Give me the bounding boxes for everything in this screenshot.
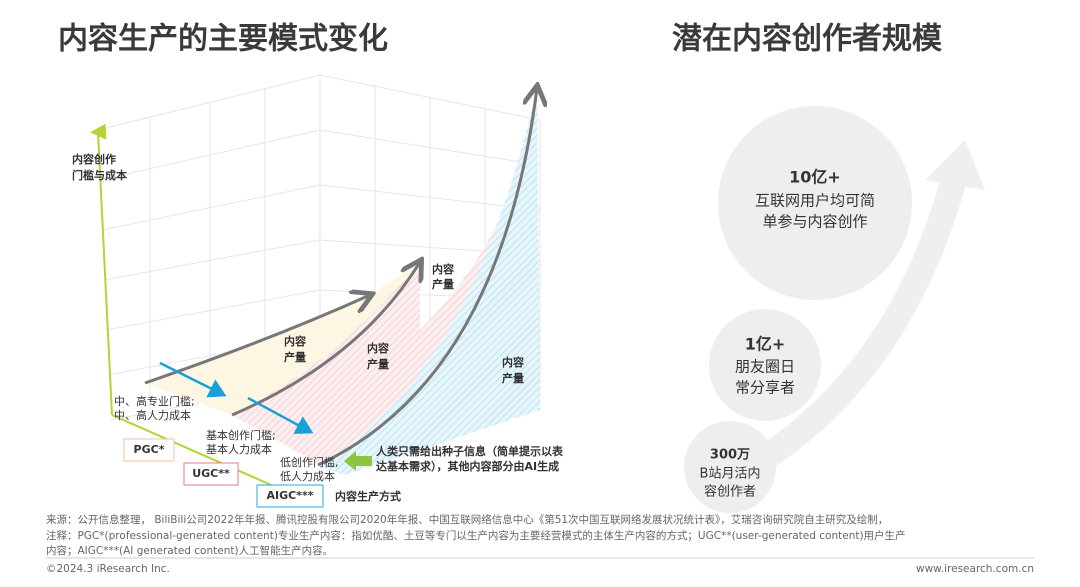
- copyright: ©2024.3 iResearch Inc.: [46, 563, 170, 575]
- tier-desc: 常分享者: [735, 379, 795, 397]
- grid: [97, 74, 541, 421]
- y-axis-label: 内容创作: [72, 152, 116, 166]
- ai-note: 人类只需给出种子信息（简单提示以表: [376, 444, 564, 458]
- tier-desc: B站月活内: [700, 466, 761, 482]
- tier-circle: [718, 106, 912, 300]
- output-label: 内容: [367, 341, 389, 355]
- mode-name: PGC*: [134, 443, 165, 456]
- tier-desc: 单参与内容创作: [762, 213, 867, 231]
- note: 注释：PGC*(professional-generated content)专…: [46, 529, 906, 542]
- mode-box: [183, 462, 239, 486]
- mode-desc: 基本创作门槛;: [206, 428, 276, 442]
- tier-desc: 朋友圈日: [735, 358, 795, 376]
- growth-arrow-head: [925, 140, 985, 190]
- mode-name: UGC**: [192, 467, 230, 480]
- mode-desc: 低创作门槛,: [280, 455, 339, 469]
- tier-value: 300万: [710, 448, 750, 463]
- output-label: 内容: [432, 262, 454, 276]
- tier-desc: 容创作者: [704, 484, 756, 500]
- mode-desc: 低人力成本: [280, 469, 335, 483]
- growth-arrow: [738, 171, 968, 482]
- left-title: 内容生产的主要模式变化: [58, 22, 388, 57]
- tier-desc: 互联网用户均可简: [755, 192, 875, 210]
- tier-circle: [684, 421, 776, 513]
- tier-value: 10亿+: [789, 168, 841, 187]
- transition-arrow: [247, 396, 314, 434]
- note-arrow: [344, 451, 372, 471]
- output-label: 产量: [502, 371, 524, 385]
- x-axis-label: 内容生产方式: [335, 489, 401, 503]
- tier-circle: [709, 309, 821, 421]
- ugc-curve: [231, 262, 420, 417]
- tier-value: 1亿+: [745, 335, 786, 354]
- aigc-curve: [317, 88, 537, 467]
- y-axis-label: 门槛与成本: [72, 168, 127, 182]
- transition-arrow: [159, 361, 227, 398]
- website: www.iresearch.com.cn: [916, 563, 1034, 575]
- y-axis: [90, 123, 113, 416]
- ai-note: 达基本需求），其他内容部分由AI生成: [376, 459, 559, 473]
- output-label: 产量: [432, 277, 454, 291]
- mode-desc: 基本人力成本: [206, 442, 272, 456]
- output-label: 产量: [284, 350, 306, 364]
- right-title: 潜在内容创作者规模: [672, 22, 942, 57]
- output-label: 内容: [284, 334, 306, 348]
- output-label: 内容: [502, 355, 524, 369]
- x-axis: [111, 414, 279, 489]
- mode-desc: 中、高人力成本: [114, 408, 191, 422]
- output-label: 产量: [367, 357, 389, 371]
- source: 来源：公开信息整理， BiliBili公司2022年年报、腾讯控股有限公司202…: [46, 513, 888, 526]
- mode-name: AIGC***: [267, 489, 314, 502]
- mode-box: [256, 484, 324, 508]
- aigc-area: [318, 88, 540, 475]
- note: 内容；AIGC***(AI generated content)人工智能生产内容…: [46, 544, 333, 557]
- mode-desc: 中、高专业门槛;: [114, 394, 195, 408]
- mode-box: [123, 438, 175, 462]
